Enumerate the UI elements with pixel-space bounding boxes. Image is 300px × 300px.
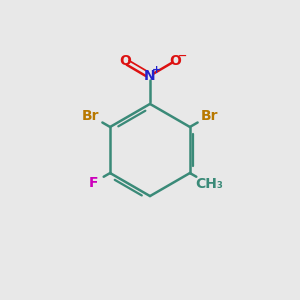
Text: Br: Br [82,109,100,123]
Text: O: O [169,54,181,68]
Text: CH₃: CH₃ [195,177,223,191]
Text: +: + [152,65,161,75]
Text: Br: Br [200,109,218,123]
Text: O: O [119,54,131,68]
Text: F: F [88,176,98,190]
Text: N: N [144,69,156,83]
Text: −: − [178,50,187,61]
